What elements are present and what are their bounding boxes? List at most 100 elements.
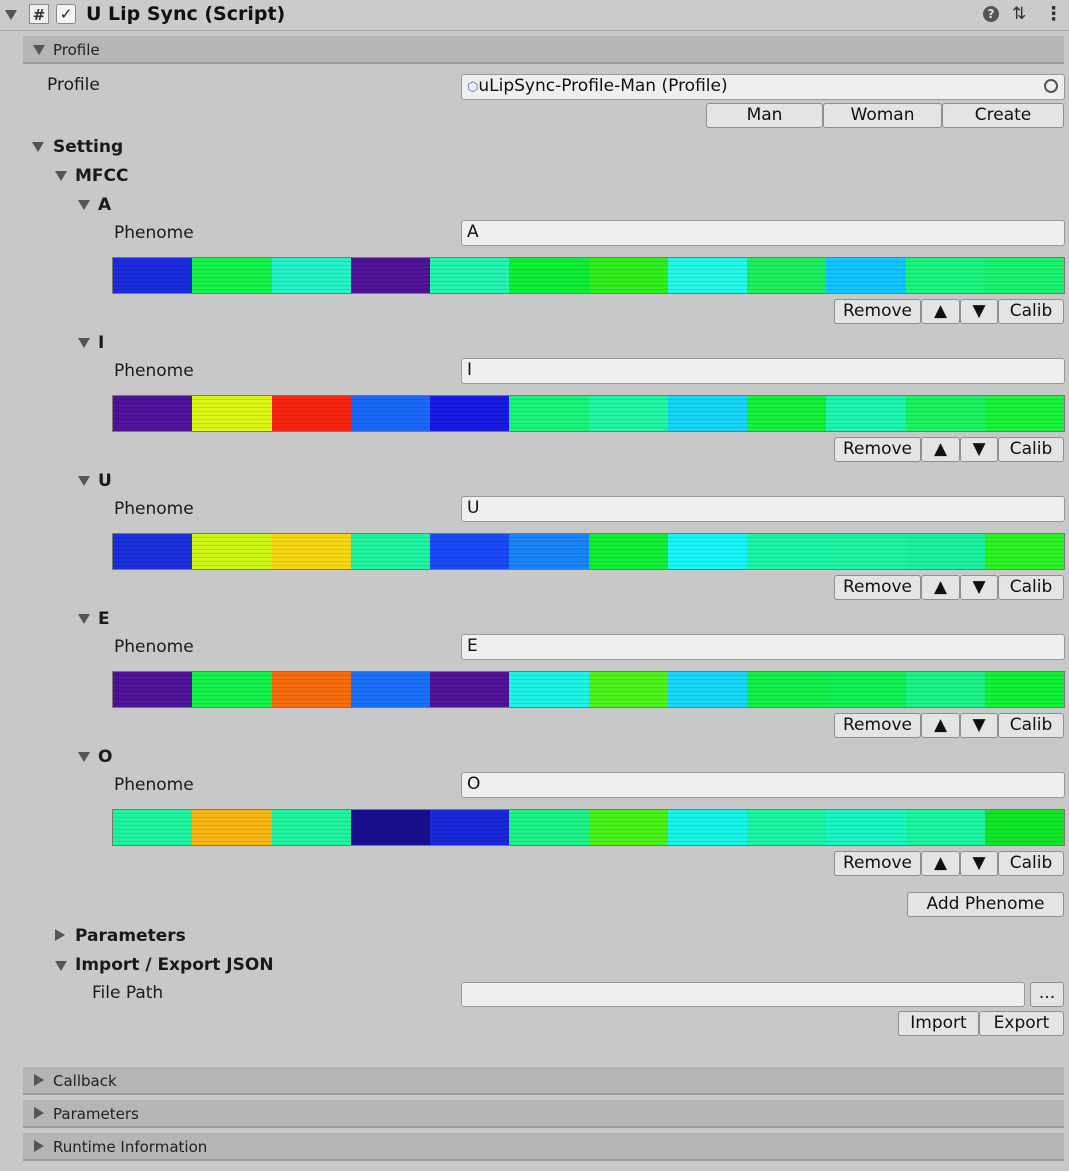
- phoneme-input[interactable]: U: [461, 496, 1065, 522]
- mfcc-cell: [271, 534, 351, 569]
- mfcc-cell: [430, 396, 510, 431]
- phoneme-foldout-icon[interactable]: [78, 752, 90, 762]
- phoneme-input[interactable]: I: [461, 358, 1065, 384]
- move-up-button[interactable]: ▲: [921, 713, 960, 738]
- script-icon: #: [29, 4, 49, 24]
- phoneme-foldout-icon[interactable]: [78, 338, 90, 348]
- enabled-checkbox[interactable]: ✓: [56, 4, 76, 24]
- mfcc-cell: [667, 396, 747, 431]
- mfcc-cell: [588, 672, 668, 707]
- phoneme-foldout-icon[interactable]: [78, 200, 90, 210]
- import-export-label: Import / Export JSON: [75, 955, 274, 975]
- mfcc-cell: [113, 810, 193, 845]
- foldout-open-icon: [33, 45, 45, 55]
- move-down-button[interactable]: ▼: [960, 299, 998, 324]
- setting-label: Setting: [53, 137, 124, 157]
- mfcc-cell: [905, 810, 985, 845]
- mfcc-cell: [905, 258, 985, 293]
- move-down-button[interactable]: ▼: [960, 713, 998, 738]
- mfcc-cell: [588, 258, 668, 293]
- mfcc-cell: [826, 810, 906, 845]
- help-icon[interactable]: ?: [983, 6, 999, 22]
- calib-button[interactable]: Calib: [998, 575, 1064, 600]
- phoneme-input[interactable]: O: [461, 772, 1065, 798]
- remove-button[interactable]: Remove: [834, 713, 921, 738]
- move-up-button[interactable]: ▲: [921, 851, 960, 876]
- mfcc-texture: [112, 809, 1065, 846]
- presets-icon[interactable]: ⇅: [1012, 4, 1027, 24]
- mfcc-cell: [192, 810, 272, 845]
- mfcc-cell: [350, 810, 430, 845]
- remove-button[interactable]: Remove: [834, 575, 921, 600]
- import-button[interactable]: Import: [898, 1011, 979, 1036]
- add-phoneme-button[interactable]: Add Phenome: [907, 892, 1064, 917]
- mfcc-cell: [588, 396, 668, 431]
- remove-button[interactable]: Remove: [834, 437, 921, 462]
- phoneme-title: O: [98, 747, 113, 767]
- mfcc-cell: [113, 258, 193, 293]
- mfcc-cell: [113, 396, 193, 431]
- mfcc-cell: [747, 810, 827, 845]
- mfcc-cell: [113, 672, 193, 707]
- collapse-arrow-icon[interactable]: [5, 10, 17, 20]
- export-button[interactable]: Export: [979, 1011, 1064, 1036]
- mfcc-cell: [430, 810, 510, 845]
- create-button[interactable]: Create: [942, 103, 1064, 128]
- phoneme-foldout-icon[interactable]: [78, 476, 90, 486]
- context-menu-icon[interactable]: ⋮: [1044, 3, 1063, 25]
- move-up-button[interactable]: ▲: [921, 575, 960, 600]
- component-header: # ✓ U Lip Sync (Script) ? ⇅ ⋮: [0, 0, 1069, 31]
- mfcc-cell: [192, 396, 272, 431]
- calib-button[interactable]: Calib: [998, 713, 1064, 738]
- phoneme-title: I: [98, 333, 105, 353]
- callback-foldout[interactable]: Callback: [23, 1067, 1064, 1095]
- move-down-button[interactable]: ▼: [960, 851, 998, 876]
- mfcc-cell: [509, 672, 589, 707]
- mfcc-foldout-icon[interactable]: [55, 171, 67, 181]
- mfcc-cell: [747, 258, 827, 293]
- calib-button[interactable]: Calib: [998, 299, 1064, 324]
- mfcc-cell: [350, 534, 430, 569]
- parameters-foldout-icon[interactable]: [55, 929, 65, 941]
- profile-foldout[interactable]: Profile: [23, 36, 1064, 64]
- phoneme-label: Phenome: [114, 637, 194, 657]
- object-picker-icon[interactable]: [1044, 79, 1058, 93]
- mfcc-cell: [192, 258, 272, 293]
- file-path-input[interactable]: [461, 982, 1025, 1007]
- mfcc-cell: [984, 258, 1064, 293]
- phoneme-input[interactable]: A: [461, 220, 1065, 246]
- mfcc-cell: [509, 810, 589, 845]
- move-up-button[interactable]: ▲: [921, 299, 960, 324]
- mfcc-cell: [905, 396, 985, 431]
- mfcc-cell: [509, 534, 589, 569]
- calib-button[interactable]: Calib: [998, 437, 1064, 462]
- remove-button[interactable]: Remove: [834, 851, 921, 876]
- man-button[interactable]: Man: [706, 103, 823, 128]
- phoneme-foldout-icon[interactable]: [78, 614, 90, 624]
- runtime-information-label: Runtime Information: [53, 1138, 208, 1156]
- import-export-foldout-icon[interactable]: [55, 961, 67, 971]
- move-down-button[interactable]: ▼: [960, 575, 998, 600]
- move-down-button[interactable]: ▼: [960, 437, 998, 462]
- mfcc-cell: [588, 534, 668, 569]
- mfcc-cell: [747, 396, 827, 431]
- parameters-section-foldout[interactable]: Parameters: [23, 1100, 1064, 1128]
- asset-icon: ⬡: [467, 80, 479, 95]
- remove-button[interactable]: Remove: [834, 299, 921, 324]
- calib-button[interactable]: Calib: [998, 851, 1064, 876]
- browse-button[interactable]: ...: [1030, 982, 1064, 1007]
- phoneme-label: Phenome: [114, 223, 194, 243]
- woman-button[interactable]: Woman: [823, 103, 942, 128]
- phoneme-input[interactable]: E: [461, 634, 1065, 660]
- parameters-label: Parameters: [75, 926, 186, 946]
- mfcc-cell: [826, 672, 906, 707]
- mfcc-cell: [430, 258, 510, 293]
- setting-foldout-icon[interactable]: [32, 142, 44, 152]
- runtime-information-foldout[interactable]: Runtime Information: [23, 1133, 1064, 1161]
- mfcc-cell: [747, 672, 827, 707]
- move-up-button[interactable]: ▲: [921, 437, 960, 462]
- mfcc-cell: [509, 258, 589, 293]
- profile-object-field[interactable]: ⬡uLipSync-Profile-Man (Profile): [461, 74, 1065, 100]
- mfcc-cell: [667, 258, 747, 293]
- phoneme-label: Phenome: [114, 499, 194, 519]
